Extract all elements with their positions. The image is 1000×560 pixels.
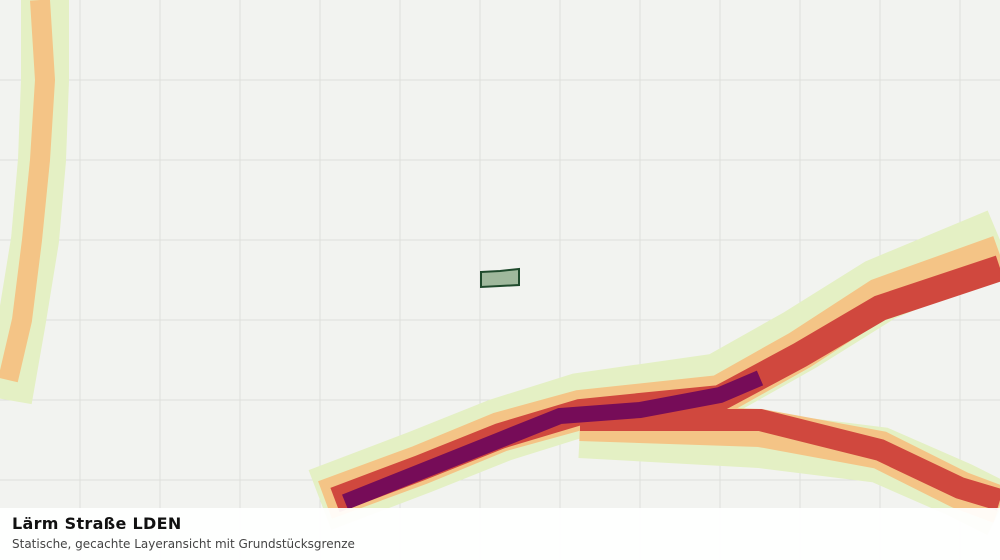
noise-main [308,210,1000,536]
caption-panel: Lärm Straße LDEN Statische, gecachte Lay… [0,508,1000,560]
parcel-boundary[interactable] [480,267,520,289]
map-subtitle: Statische, gecachte Layeransicht mit Gru… [12,537,355,551]
map-title: Lärm Straße LDEN [12,514,182,533]
noise-left [0,0,69,405]
